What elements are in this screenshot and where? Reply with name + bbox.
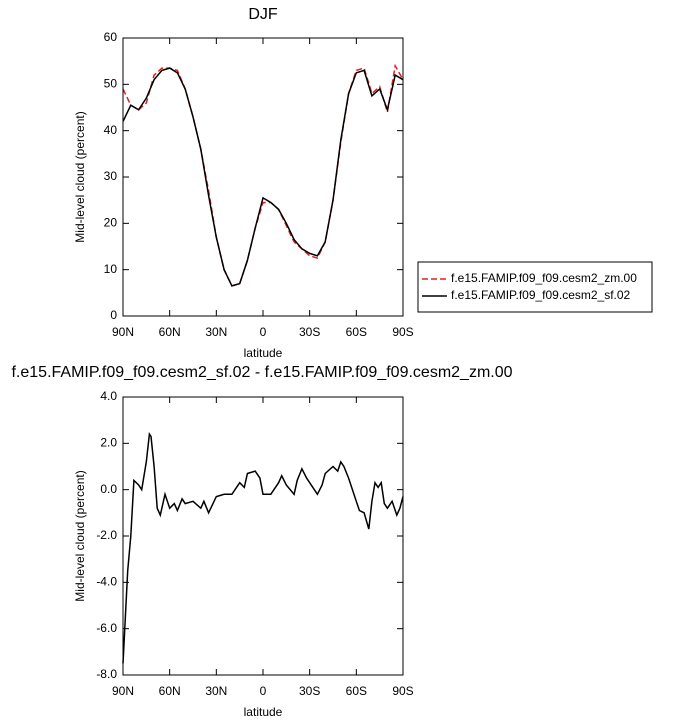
x-tick-label: 90S xyxy=(392,684,413,698)
x-tick-label: 90N xyxy=(112,325,134,339)
y-tick-label: 50 xyxy=(104,77,118,91)
plot-frame xyxy=(122,396,404,676)
x-tick-label: 30N xyxy=(205,325,227,339)
x-tick-label: 0 xyxy=(260,684,267,698)
x-tick-label: 90S xyxy=(392,325,413,339)
y-axis-label: Mid-level cloud (percent) xyxy=(73,111,87,242)
y-tick-label: 0 xyxy=(110,308,117,322)
y-tick-label: 20 xyxy=(104,216,118,230)
y-tick-label: 2.0 xyxy=(100,436,117,450)
x-tick-label: 60N xyxy=(159,325,181,339)
x-tick-label: 30S xyxy=(299,325,320,339)
y-tick-label: -2.0 xyxy=(96,528,117,542)
y-tick-label: -6.0 xyxy=(96,621,117,635)
y-tick-label: 40 xyxy=(104,123,118,137)
legend-box xyxy=(417,261,653,313)
y-tick-label: 30 xyxy=(104,169,118,183)
x-tick-label: 0 xyxy=(260,325,267,339)
x-tick-label: 60S xyxy=(346,325,367,339)
x-tick-label: 30N xyxy=(205,684,227,698)
y-tick-label: 60 xyxy=(104,30,118,44)
plot-frame xyxy=(122,37,404,317)
x-tick-label: 60S xyxy=(346,684,367,698)
legend-label: f.e15.FAMIP.f09_f09.cesm2_sf.02 xyxy=(451,288,631,302)
x-tick-label: 90N xyxy=(112,684,134,698)
x-tick-label: 30S xyxy=(299,684,320,698)
y-tick-label: 4.0 xyxy=(100,389,117,403)
y-tick-label: -4.0 xyxy=(96,575,117,589)
y-tick-label: -8.0 xyxy=(96,667,117,681)
chart-title: f.e15.FAMIP.f09_f09.cesm2_sf.02 - f.e15.… xyxy=(11,364,512,381)
x-tick-label: 60N xyxy=(159,684,181,698)
y-tick-label: 0.0 xyxy=(100,482,117,496)
x-axis-label: latitude xyxy=(244,705,283,719)
x-axis-label: latitude xyxy=(244,346,283,360)
y-tick-label: 10 xyxy=(104,262,118,276)
data-line xyxy=(122,432,404,664)
legend-label: f.e15.FAMIP.f09_f09.cesm2_zm.00 xyxy=(451,271,637,285)
chart-title: DJF xyxy=(248,6,278,23)
y-axis-label: Mid-level cloud (percent) xyxy=(73,470,87,601)
data-line xyxy=(122,63,404,287)
data-line xyxy=(122,67,404,287)
